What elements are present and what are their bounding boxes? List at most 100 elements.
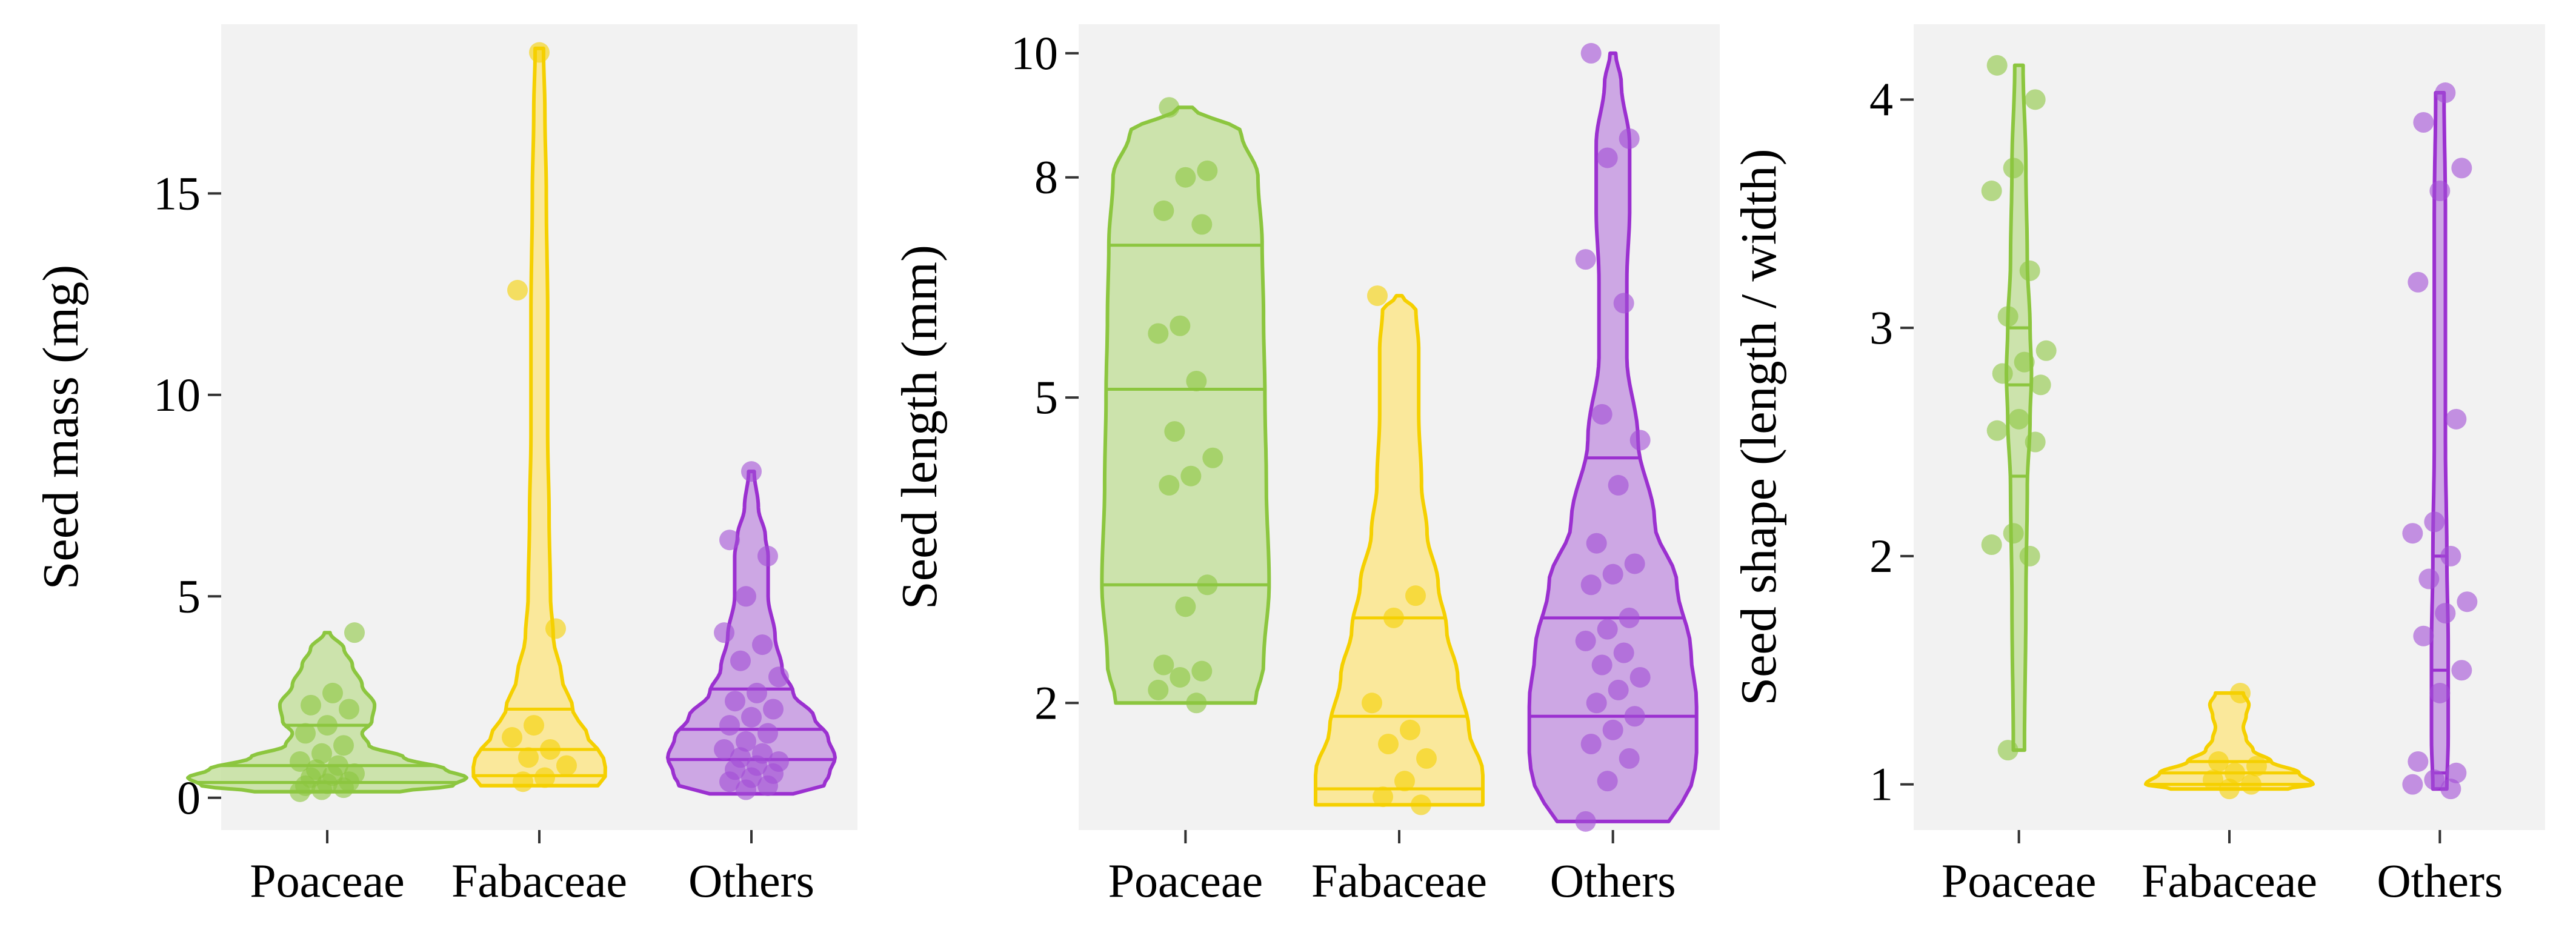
data-point: [730, 650, 751, 671]
data-point: [1997, 306, 2019, 327]
data-point: [301, 694, 321, 716]
data-point: [1400, 719, 1420, 740]
data-point: [768, 666, 789, 688]
data-point: [2446, 408, 2467, 430]
data-point: [1164, 421, 1185, 442]
data-point: [1608, 679, 1629, 700]
x-tick-label: Poaceae: [250, 854, 404, 907]
violin-others: [666, 461, 837, 800]
data-point: [344, 763, 365, 784]
violin-body: [1314, 294, 1485, 807]
data-point: [1378, 734, 1399, 755]
data-point: [763, 699, 784, 720]
data-point: [2014, 351, 2035, 373]
x-tick-label: Poaceae: [1942, 854, 2096, 907]
data-point: [714, 739, 734, 760]
data-point: [1411, 794, 1431, 815]
data-point: [736, 586, 756, 607]
y-tick-label: 2: [1034, 676, 1058, 729]
data-point: [1175, 596, 1196, 617]
data-point: [2402, 523, 2423, 544]
data-point: [768, 751, 789, 772]
data-point: [2225, 762, 2245, 783]
data-point: [741, 706, 762, 728]
data-point: [311, 743, 332, 764]
data-point: [1170, 315, 1191, 336]
panel-3: 1 2 3 4 Seed shape (length / width) Poaceae Fa…: [1731, 24, 2545, 907]
x-tick-label: Poaceae: [1108, 854, 1263, 907]
data-point: [757, 545, 778, 566]
violin-poaceae: [186, 622, 468, 802]
data-point: [556, 755, 577, 776]
data-point: [1591, 654, 1612, 676]
data-point: [2451, 660, 2472, 681]
data-point: [1159, 474, 1180, 496]
data-point: [1981, 534, 2002, 556]
data-point: [1153, 200, 1174, 221]
data-point: [1619, 607, 1640, 628]
data-point: [2402, 774, 2423, 795]
data-point: [2429, 682, 2451, 703]
data-point: [2435, 82, 2456, 104]
data-point: [1624, 706, 1645, 727]
y-tick-label: 5: [177, 570, 201, 622]
x-tick-label: Others: [688, 854, 814, 907]
x-tick-label: Fabaceae: [1311, 854, 1487, 907]
data-point: [2429, 181, 2451, 202]
data-point: [2446, 762, 2467, 783]
data-point: [1170, 666, 1191, 688]
x-tick-label: Fabaceae: [2142, 854, 2317, 907]
data-point: [1997, 740, 2019, 761]
data-point: [1191, 660, 1213, 682]
y-tick-label: 10: [153, 368, 201, 421]
data-point: [344, 622, 365, 643]
data-point: [507, 279, 528, 301]
data-point: [2435, 603, 2456, 624]
data-point: [1602, 563, 1623, 585]
data-point: [1586, 533, 1607, 554]
violin-poaceae: [1981, 55, 2057, 761]
data-point: [1629, 430, 1651, 451]
data-point: [2413, 625, 2434, 646]
violin-poaceae: [1100, 97, 1271, 714]
data-point: [1986, 55, 2008, 76]
data-point: [2203, 769, 2223, 791]
data-point: [2451, 158, 2472, 179]
panel-2: 2 5 8 10 Seed length (mm) Poaceae Fabaceae Othe…: [891, 24, 1720, 907]
data-point: [1619, 748, 1640, 769]
data-point: [295, 723, 316, 744]
data-point: [1175, 167, 1196, 188]
data-point: [2025, 431, 2046, 453]
data-point: [2457, 591, 2478, 613]
data-point: [2241, 774, 2261, 795]
data-point: [524, 715, 544, 736]
data-point: [2208, 751, 2229, 772]
data-point: [1624, 553, 1645, 574]
data-point: [719, 530, 740, 551]
data-point: [2035, 340, 2057, 361]
y-tick-label: 8: [1034, 151, 1058, 204]
data-point: [747, 682, 767, 703]
data-point: [2019, 545, 2040, 566]
data-point: [328, 755, 348, 776]
y-tick-label: 4: [1869, 73, 1893, 125]
violin-others: [2402, 82, 2478, 800]
data-point: [2219, 779, 2240, 800]
y-axis-title: Seed mass (mg): [33, 265, 89, 590]
x-tick-label: Others: [2377, 854, 2503, 907]
y-tick-label: 2: [1869, 530, 1893, 582]
data-point: [1186, 693, 1207, 714]
data-point: [1597, 619, 1618, 640]
data-point: [1580, 42, 1602, 64]
data-point: [306, 759, 327, 780]
data-point: [1575, 630, 1596, 651]
data-point: [2424, 511, 2445, 533]
data-point: [2025, 89, 2046, 110]
data-point: [725, 691, 745, 712]
data-point: [2424, 769, 2445, 791]
data-point: [2030, 374, 2051, 396]
data-point: [317, 715, 338, 736]
data-point: [1383, 607, 1404, 628]
data-point: [1629, 666, 1651, 688]
